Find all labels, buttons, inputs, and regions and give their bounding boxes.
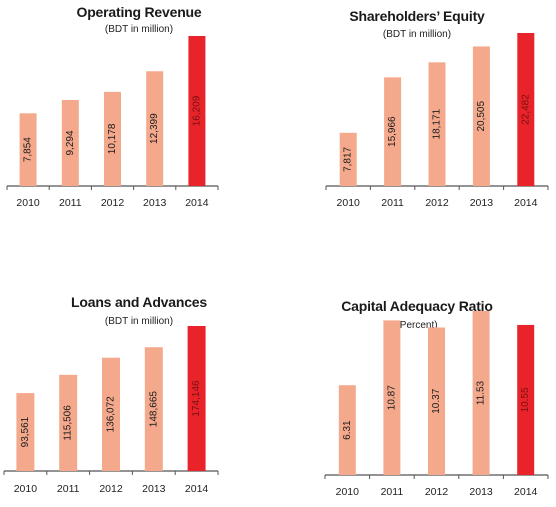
- bar-value-label: 11.53: [476, 380, 487, 405]
- bar: [187, 326, 206, 471]
- bar-value-label: 6.31: [342, 420, 353, 440]
- bar-value-label: 7,817: [343, 146, 354, 171]
- bar: [339, 132, 357, 186]
- bar-value-label: 9,294: [65, 130, 76, 155]
- bar: [472, 46, 490, 187]
- x-tick-label: 2012: [425, 197, 449, 209]
- bar: [61, 99, 79, 186]
- x-tick-label: 2013: [142, 483, 166, 495]
- chart-title: Shareholders’ Equity: [349, 8, 485, 24]
- bar-value-label: 93,561: [20, 416, 31, 447]
- bar-chart-plot: 93,561 2010 115,506 2011 136,072 2012 148,665 2…: [3, 326, 219, 495]
- bar: [517, 324, 535, 475]
- bar-value-label: 10,178: [107, 123, 118, 154]
- x-tick-label: 2011: [57, 483, 80, 495]
- x-tick-label: 2012: [425, 486, 449, 498]
- bar: [338, 385, 356, 475]
- bar: [19, 113, 37, 186]
- chart-subtitle: (BDT in million): [104, 24, 174, 35]
- bar-value-label: 7,854: [23, 137, 34, 162]
- chart-subtitle: (BDT in million): [382, 29, 452, 40]
- bar: [16, 393, 35, 471]
- x-tick-label: 2013: [143, 197, 167, 209]
- bar-chart-plot: 7,854 2010 9,294 2011 10,178 2012 12,399 2013 16…: [6, 36, 219, 209]
- chart-operating-revenue: Operating Revenue (BDT in million) 7,854…: [0, 0, 278, 253]
- x-tick-label: 2014: [514, 486, 538, 498]
- x-tick-label: 2012: [101, 197, 125, 209]
- bar-value-label: 10.55: [520, 387, 531, 412]
- bar: [59, 374, 78, 471]
- bar-value-label: 18,171: [432, 108, 443, 139]
- bar: [146, 71, 164, 186]
- bar: [102, 357, 120, 471]
- bar: [384, 77, 402, 186]
- bar-value-label: 22,482: [520, 94, 531, 125]
- bar: [517, 33, 535, 186]
- bar-value-label: 12,399: [149, 113, 160, 144]
- bar: [428, 62, 446, 186]
- bar-value-label: 15,966: [387, 116, 398, 147]
- chart-subtitle: (BDT in million): [104, 316, 174, 327]
- bar-value-label: 16,209: [191, 95, 202, 126]
- chart-capital-adequacy-ratio: Capital Adequacy Ratio (Percent) 6.31 201…: [278, 253, 556, 506]
- bar-value-label: 20,505: [476, 100, 487, 131]
- bar: [472, 311, 490, 475]
- bar-value-label: 115,506: [63, 405, 74, 441]
- x-tick-label: 2014: [514, 197, 538, 209]
- x-tick-label: 2013: [469, 486, 493, 498]
- x-tick-label: 2010: [16, 197, 40, 209]
- chart-shareholders-equity: Shareholders’ Equity (BDT in million) 7,…: [278, 0, 556, 253]
- x-tick-label: 2010: [14, 483, 38, 495]
- bar-value-label: 174,146: [191, 380, 202, 417]
- bar-value-label: 136,072: [106, 396, 117, 433]
- x-tick-label: 2011: [381, 486, 404, 498]
- chart-title: Operating Revenue: [76, 4, 202, 20]
- x-tick-label: 2013: [470, 197, 494, 209]
- bar: [104, 91, 121, 186]
- x-tick-label: 2010: [336, 486, 360, 498]
- bar-value-label: 10.87: [386, 385, 397, 410]
- x-tick-label: 2014: [185, 483, 209, 495]
- bar-value-label: 148,665: [148, 391, 159, 428]
- bar: [144, 347, 163, 471]
- x-tick-label: 2010: [337, 197, 361, 209]
- x-tick-label: 2011: [59, 197, 82, 209]
- chart-title: Loans and Advances: [71, 294, 207, 310]
- x-tick-label: 2012: [99, 483, 123, 495]
- x-tick-label: 2011: [381, 197, 404, 209]
- bar: [428, 327, 445, 475]
- bar-chart-plot: 6.31 2010 10.87 2011 10.37 2012 11.53 2013 10.55…: [324, 311, 549, 498]
- chart-title: Capital Adequacy Ratio: [341, 298, 493, 314]
- x-tick-label: 2014: [185, 197, 209, 209]
- bar: [383, 320, 401, 475]
- bar: [188, 36, 206, 186]
- bar-chart-plot: 7,817 2010 15,966 2011 18,171 2012 20,505 2013 2…: [325, 33, 549, 209]
- chart-loans-and-advances: Loans and Advances (BDT in million) 93,5…: [0, 253, 278, 506]
- bar-value-label: 10.37: [431, 388, 442, 413]
- chart-subtitle: (Percent): [396, 320, 438, 331]
